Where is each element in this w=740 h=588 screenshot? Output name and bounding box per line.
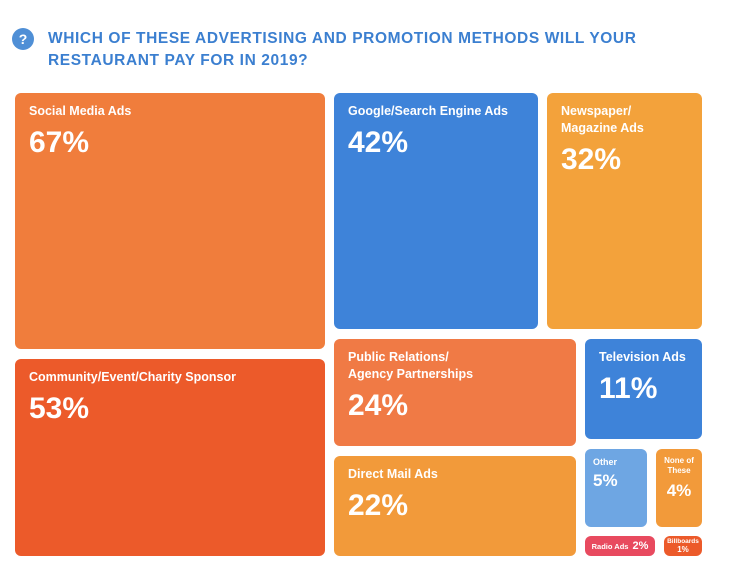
tile-newspaper-magazine-ads: Newspaper/ Magazine Ads 32% (547, 93, 702, 329)
tile-label: Newspaper/ Magazine Ads (561, 104, 644, 135)
tile-value: 53% (29, 392, 90, 425)
tile-value: 42% (348, 126, 409, 159)
tile-public-relations-agency-partnerships: Public Relations/ Agency Partnerships 24% (334, 339, 576, 446)
tile-value: 24% (348, 389, 409, 422)
tile-social-media-ads: Social Media Ads 67% (15, 93, 325, 349)
tile-value: 22% (348, 489, 409, 522)
tile-radio-ads: Radio Ads 2% (585, 536, 655, 556)
tile-label: Other (593, 457, 618, 467)
tile-value: 5% (593, 471, 618, 490)
tile-value: 67% (29, 126, 90, 159)
tile-label: Social Media Ads (29, 104, 132, 118)
tile-google-search-engine-ads: Google/Search Engine Ads 42% (334, 93, 538, 329)
chart-title: WHICH OF THESE ADVERTISING AND PROMOTION… (48, 30, 637, 69)
tile-community-event-charity-sponsor: Community/Event/Charity Sponsor 53% (15, 359, 325, 556)
tile-label: Television Ads (599, 350, 686, 364)
tile-direct-mail-ads: Direct Mail Ads 22% (334, 456, 576, 556)
tile-other: Other 5% (585, 449, 647, 527)
tile-label: Community/Event/Charity Sponsor (29, 370, 236, 384)
chart-header: ? WHICH OF THESE ADVERTISING AND PROMOTI… (12, 28, 712, 78)
question-mark-icon: ? (12, 28, 34, 50)
tile-value: 4% (666, 481, 692, 500)
tile-label: Direct Mail Ads (348, 467, 438, 481)
tile-label: Billboards (667, 538, 699, 545)
tile-none-of-these: None of These 4% (656, 449, 702, 527)
tile-billboards: Billboards 1% (664, 536, 702, 556)
tile-label: Google/Search Engine Ads (348, 104, 508, 118)
tile-label: Radio Ads (591, 541, 629, 551)
tile-value: 2% (632, 540, 649, 552)
tile-television-ads: Television Ads 11% (585, 339, 702, 439)
tile-label: None of These (664, 456, 694, 475)
tile-value: 11% (599, 372, 658, 405)
tile-value: 1% (677, 545, 689, 554)
tile-value: 32% (561, 143, 622, 176)
tile-label: Public Relations/ Agency Partnerships (348, 350, 474, 381)
